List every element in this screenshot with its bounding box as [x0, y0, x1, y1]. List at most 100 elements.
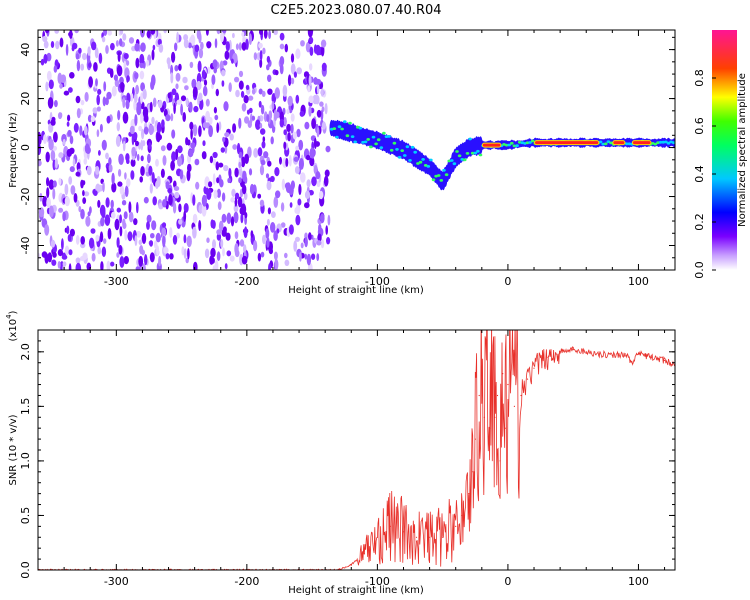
spectrogram-noise-blob [259, 199, 265, 207]
snr-point [664, 359, 666, 362]
spectrogram-core-mark [664, 140, 668, 144]
spectrogram-noise-blob [99, 123, 103, 133]
spectrogram-noise-blob [283, 117, 287, 126]
spectrogram-noise-blob [141, 249, 145, 256]
spectrogram-noise-blob [238, 42, 242, 51]
spectrogram-noise-blob [175, 72, 181, 82]
spectrogram-noise-blob [117, 181, 123, 187]
colorbar-label: Normalized spectral amplitude [737, 73, 748, 227]
spectrogram-noise-blob [97, 88, 102, 95]
spectrogram-noise-blob [98, 52, 103, 64]
spectrogram-noise-blob [274, 87, 280, 99]
spectrogram-noise-blob [64, 196, 70, 207]
spectrogram-noise-blob [55, 40, 60, 50]
spectrogram-noise-blob [174, 65, 179, 72]
spectrogram-noise-blob [241, 42, 247, 51]
spectrogram-noise-blob [216, 188, 221, 198]
spectrogram-noise-blob [67, 129, 72, 137]
spectrogram-noise-blob [198, 48, 204, 59]
spectrogram-core-mark [476, 149, 480, 153]
spectrogram-noise-blob [46, 187, 50, 199]
snr-point [496, 394, 499, 397]
spectrogram-noise-blob [206, 188, 212, 200]
spectrogram-noise-blob [257, 193, 262, 199]
spectrogram-noise-blob [287, 132, 291, 142]
spectrogram-noise-blob [107, 30, 112, 36]
spectrogram-noise-blob [38, 148, 41, 155]
spectrogram-noise-blob [298, 183, 302, 196]
spectrogram-noise-blob [67, 114, 71, 122]
spectrogram-noise-blob [162, 235, 166, 248]
snr-point [494, 416, 496, 418]
spectrogram-noise-blob [220, 238, 224, 249]
spectrogram-noise-blob [58, 152, 64, 159]
spectrogram-core-mark [658, 140, 663, 144]
spectrogram-noise-blob [308, 105, 312, 117]
spectrogram-noise-blob [134, 72, 139, 80]
spectrogram-noise-blob [171, 88, 177, 96]
spectrogram-noise-blob [223, 165, 229, 172]
spectrogram-noise-blob [327, 214, 331, 226]
spectrogram-noise-blob [267, 74, 272, 83]
spectrogram-noise-blob [139, 70, 145, 80]
spectrogram-noise-blob [83, 157, 88, 165]
spectrogram-noise-blob [297, 198, 302, 206]
spectrogram-noise-blob [238, 80, 244, 90]
spectrogram-noise-blob [205, 30, 209, 36]
spectrogram-noise-blob [192, 194, 196, 206]
spectrogram-noise-blob [217, 201, 222, 211]
spectrogram-noise-blob [235, 89, 240, 98]
colorbar-tick-label: 0.2 [693, 213, 706, 231]
spectrogram-noise-blob [86, 165, 92, 176]
spectrogram-noise-blob [216, 30, 221, 35]
spectrogram-noise-blob [315, 171, 321, 180]
spectrogram-core-mark [353, 140, 358, 144]
spectrogram-noise-blob [143, 114, 149, 123]
spectrogram-core-mark [452, 162, 457, 166]
spectrogram-core-mark [436, 174, 441, 177]
spectrogram-noise-blob [175, 83, 179, 90]
spectrogram-noise-blob [198, 125, 202, 137]
spectrogram-noise-blob [231, 58, 234, 64]
spectrogram-noise-blob [324, 169, 330, 177]
spectrogram-noise-blob [305, 154, 311, 161]
spectrogram-noise-blob [90, 115, 96, 123]
snr-x-tick-label: -100 [365, 575, 390, 588]
snr-point [504, 427, 506, 429]
spectrogram-noise-blob [136, 153, 140, 162]
spectrogram-noise-blob [126, 75, 130, 82]
spectrogram-noise-blob [248, 33, 252, 45]
spectrogram-noise-blob [213, 158, 216, 166]
spectrogram-noise-blob [281, 178, 286, 191]
spectrogram-core-mark [457, 154, 462, 158]
spectrogram-noise-blob [97, 199, 101, 208]
spectrogram-noise-blob [103, 30, 108, 36]
spectrogram-noise-blob [212, 265, 216, 270]
spectrogram-noise-blob [234, 76, 240, 83]
spectrogram-noise-blob [273, 251, 278, 261]
spectrogram-noise-blob [317, 233, 322, 242]
spectrogram-core-mark [400, 149, 405, 153]
spectrogram-noise-blob [216, 177, 220, 184]
spectrogram-noise-blob [146, 59, 150, 67]
spectrogram-noise-blob [174, 191, 180, 199]
spectrogram-noise-blob [45, 30, 50, 34]
spectrogram-noise-blob [320, 87, 324, 97]
spectrogram-noise-blob [151, 172, 155, 184]
spectrogram-noise-blob [248, 107, 253, 114]
spectrogram-noise-blob [221, 192, 226, 202]
spectrogram-noise-blob [190, 34, 196, 46]
spectrogram-noise-blob [39, 192, 43, 202]
spectrogram-noise-blob [198, 204, 203, 214]
spectrogram-noise-blob [75, 262, 82, 270]
spectrogram-y-label: Frequency (Hz) [8, 112, 19, 188]
spectrogram-noise-blob [214, 114, 219, 121]
spectrogram-noise-blob [111, 172, 115, 185]
spectrogram-noise-blob [76, 108, 81, 119]
spectrogram-noise-blob [239, 239, 245, 247]
spectrogram-noise-blob [194, 158, 200, 166]
spectrogram-noise-blob [234, 231, 239, 240]
spectrogram-noise-blob [304, 202, 310, 209]
spectrogram-noise-blob [47, 97, 54, 109]
spectrogram-noise-blob [296, 128, 301, 138]
